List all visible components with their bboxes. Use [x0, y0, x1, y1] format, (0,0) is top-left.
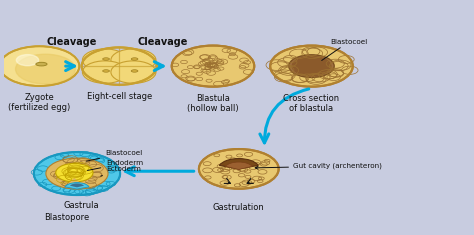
Circle shape — [82, 61, 128, 83]
Text: Blastopore: Blastopore — [45, 213, 90, 222]
Text: Eight-cell stage: Eight-cell stage — [87, 92, 152, 101]
Circle shape — [46, 158, 108, 189]
Circle shape — [111, 49, 156, 71]
Circle shape — [199, 149, 279, 189]
FancyArrowPatch shape — [260, 89, 309, 143]
Ellipse shape — [103, 70, 109, 72]
Circle shape — [0, 46, 79, 86]
Wedge shape — [70, 184, 84, 187]
Wedge shape — [225, 162, 252, 169]
Ellipse shape — [103, 58, 109, 60]
Text: Cleavage: Cleavage — [46, 37, 97, 47]
Circle shape — [289, 55, 334, 77]
Circle shape — [56, 163, 93, 182]
Text: Cross section
of blastula: Cross section of blastula — [283, 94, 339, 113]
Text: Ectoderm: Ectoderm — [100, 166, 141, 176]
Text: Endoderm: Endoderm — [88, 160, 144, 170]
Wedge shape — [219, 159, 258, 169]
Wedge shape — [68, 178, 81, 184]
Wedge shape — [65, 183, 89, 189]
Circle shape — [111, 61, 156, 83]
Text: Blastocoel: Blastocoel — [322, 39, 367, 60]
Circle shape — [16, 55, 39, 66]
Circle shape — [34, 152, 120, 195]
Text: Blastula
(hollow ball): Blastula (hollow ball) — [187, 94, 239, 113]
Circle shape — [16, 54, 75, 84]
Circle shape — [270, 46, 353, 87]
Circle shape — [172, 46, 254, 87]
Ellipse shape — [131, 58, 138, 60]
Ellipse shape — [131, 70, 138, 72]
Ellipse shape — [36, 62, 47, 66]
Circle shape — [82, 49, 128, 71]
Circle shape — [292, 56, 331, 76]
Text: Blastocoel: Blastocoel — [86, 150, 142, 161]
Text: Zygote
(fertilized egg): Zygote (fertilized egg) — [9, 93, 71, 112]
Text: Cleavage: Cleavage — [137, 37, 188, 47]
Text: Gut cavity (archenteron): Gut cavity (archenteron) — [255, 163, 382, 169]
Text: Gastrulation: Gastrulation — [213, 203, 264, 212]
Text: Gastrula: Gastrula — [64, 201, 99, 210]
